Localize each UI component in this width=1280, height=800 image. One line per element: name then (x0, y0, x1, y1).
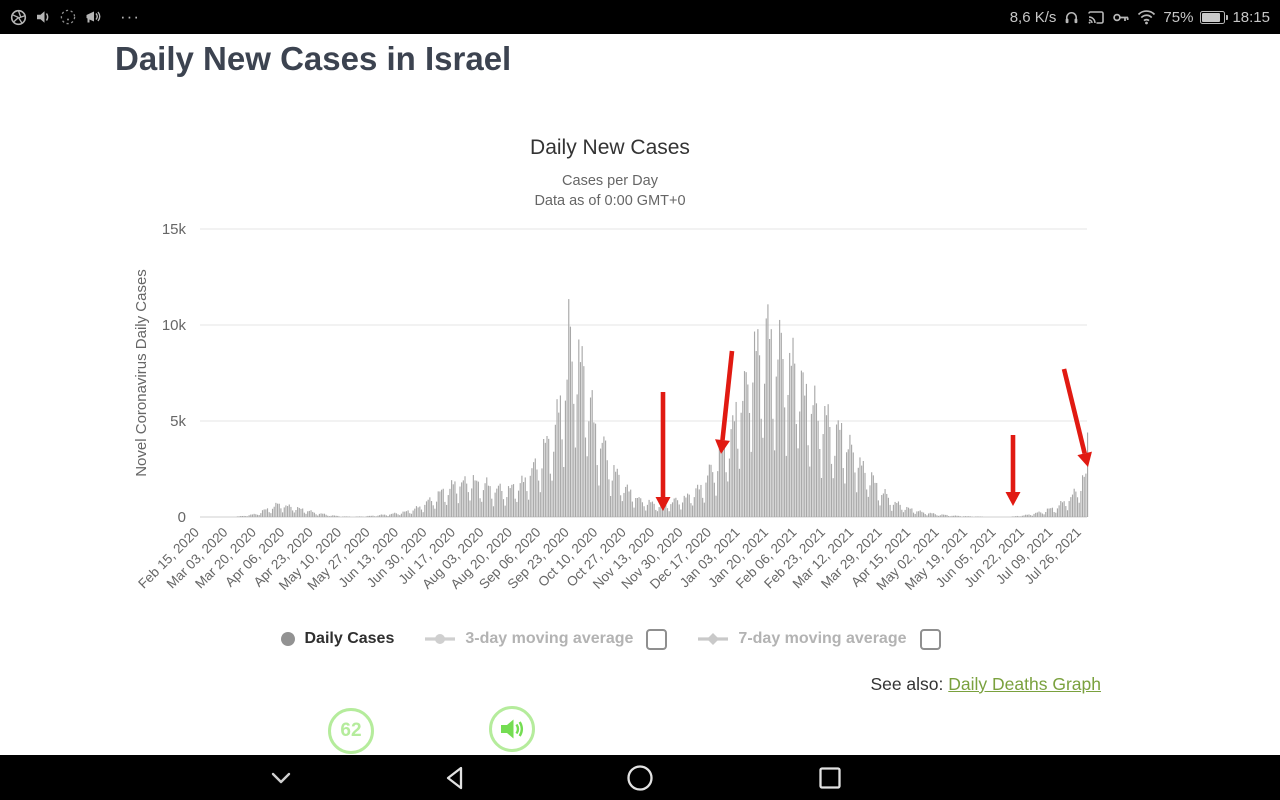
overlay-counter-value: 62 (340, 720, 362, 741)
chart-subtitle: Cases per Day Data as of 0:00 GMT+0 (120, 171, 1100, 211)
daily-cases-marker-icon (280, 632, 295, 646)
back-triangle-icon (446, 766, 463, 789)
chart-heading: Daily New Cases Cases per Day Data as of… (120, 136, 1100, 211)
status-bar-left: ··· (10, 8, 140, 26)
megaphone-icon (84, 8, 103, 26)
see-also-label: See also: (870, 674, 944, 694)
daily-deaths-graph-link[interactable]: Daily Deaths Graph (948, 674, 1101, 694)
red-arrow-head (1005, 492, 1021, 506)
battery-icon (1200, 10, 1229, 24)
svg-text:5k: 5k (170, 413, 186, 430)
more-notifications-indicator: ··· (120, 7, 140, 26)
clock: 18:15 (1232, 8, 1270, 26)
network-speed: 8,6 K/s (1009, 8, 1057, 26)
daily-new-cases-chart: 0 5k 10k 15k Novel Coronavirus Daily Cases Fe… (133, 221, 1092, 593)
annotation-arrows (655, 350, 1092, 511)
line-diamond-marker-icon (698, 633, 729, 645)
dotted-circle-icon (59, 8, 77, 26)
red-arrow-shaft (1061, 368, 1087, 454)
home-circle-icon (627, 764, 653, 791)
legend-item-3day-average: 3-day moving average (424, 628, 668, 650)
red-arrow-head (1077, 451, 1092, 467)
battery-percent: 75% (1163, 8, 1194, 26)
overlay-counter-button[interactable]: 62 (328, 708, 374, 754)
android-nav-bar (0, 755, 1280, 800)
recents-square-icon (819, 766, 841, 789)
chart-legend: Daily Cases 3-day moving average 7-day m… (120, 624, 1100, 654)
chart-subtitle-line2: Data as of 0:00 GMT+0 (534, 193, 686, 209)
red-arrow-head (715, 439, 730, 454)
legend-item-daily-cases[interactable]: Daily Cases (280, 630, 395, 648)
home-button[interactable] (610, 755, 670, 800)
headset-icon (1063, 9, 1080, 26)
page-title: Daily New Cases in Israel (115, 40, 512, 77)
wifi-icon (1137, 9, 1156, 25)
overlay-speaker-button[interactable] (489, 706, 535, 752)
svg-text:10k: 10k (162, 317, 187, 334)
y-axis-title: Novel Coronavirus Daily Cases (133, 269, 150, 477)
back-button[interactable] (425, 755, 485, 800)
line-circle-marker-icon (425, 634, 456, 644)
legend-label-3day-average: 3-day moving average (465, 630, 634, 647)
hide-keyboard-button[interactable] (251, 755, 311, 800)
red-arrow-head (655, 497, 671, 511)
chevron-down-icon (271, 772, 291, 783)
status-bar-right: 8,6 K/s 75% 18:15 (1010, 9, 1270, 26)
volume-icon (34, 8, 52, 26)
checkbox-7day-average[interactable] (919, 628, 941, 650)
checkbox-3day-average[interactable] (646, 628, 668, 650)
see-also-row: See also: Daily Deaths Graph (0, 674, 1101, 695)
key-icon (1112, 9, 1130, 26)
legend-item-7day-average: 7-day moving average (697, 628, 941, 650)
gridlines (200, 228, 1087, 518)
daily-cases-bars (236, 299, 1089, 517)
chart-subtitle-line1: Cases per Day (562, 173, 658, 189)
android-status-bar: ··· 8,6 K/s 75% 18:15 (0, 0, 1280, 34)
recent-apps-button[interactable] (800, 755, 860, 800)
legend-label-7day-average: 7-day moving average (738, 630, 907, 647)
cast-icon (1087, 9, 1105, 26)
svg-text:0: 0 (178, 509, 186, 526)
legend-label-daily-cases: Daily Cases (304, 630, 395, 647)
y-axis-tick-labels: 0 5k 10k 15k (162, 221, 187, 526)
chart-title: Daily New Cases (530, 136, 690, 159)
red-arrow-shaft (720, 350, 735, 441)
aperture-icon (10, 9, 27, 26)
svg-text:15k: 15k (162, 221, 187, 238)
speaker-icon (500, 719, 523, 739)
